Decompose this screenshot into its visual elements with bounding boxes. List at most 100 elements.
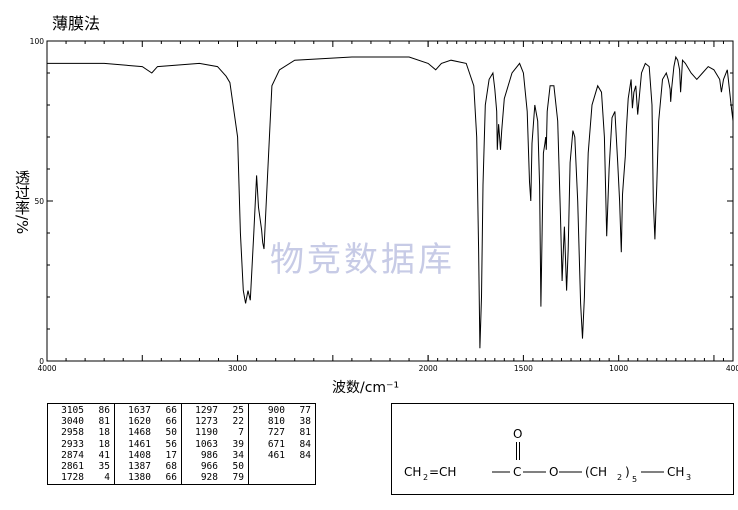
peak-wavenumber: 928	[200, 472, 218, 484]
peak-transmittance: 38	[299, 416, 311, 428]
y-axis-label: 透过率/%	[13, 170, 31, 235]
peak-transmittance: 81	[98, 416, 110, 428]
peak-entry: 986 34	[188, 450, 244, 461]
peak-wavenumber: 1637	[128, 405, 151, 416]
chain-close: )	[625, 465, 630, 479]
peak-entry: 1728 4	[54, 472, 110, 483]
peak-wavenumber: 3105	[61, 405, 84, 416]
methyl-group: CH	[667, 465, 684, 479]
peak-entry: 2933 18	[54, 439, 110, 450]
peak-wavenumber: 2933	[61, 438, 84, 450]
repeat-count: 5	[632, 475, 637, 484]
peak-table: 3105 86 3040 81 2958 18 2933 18 2874 41 2861 35 1728…	[47, 402, 316, 486]
peak-transmittance: 41	[98, 449, 110, 461]
peak-column: 900 77 810 38 727 81 671 84 461 84	[248, 402, 316, 486]
peak-entry: 1273 22	[188, 416, 244, 427]
x-tick-label: 1500	[514, 364, 533, 373]
peak-entry: 1387 68	[121, 461, 177, 472]
peak-transmittance: 25	[232, 405, 244, 416]
peak-wavenumber: 1620	[128, 416, 151, 428]
peak-transmittance: 81	[299, 427, 311, 439]
peak-wavenumber: 1380	[128, 472, 151, 484]
peak-transmittance: 66	[165, 405, 177, 416]
peak-transmittance: 18	[98, 438, 110, 450]
carbonyl-carbon: C	[513, 465, 521, 479]
peak-entry: 461 84	[255, 450, 311, 461]
y-tick-label: 100	[30, 37, 45, 46]
peak-transmittance: 39	[232, 438, 244, 450]
ch2-subscript: 2	[423, 473, 428, 482]
peak-entry: 2861 35	[54, 461, 110, 472]
peak-transmittance: 86	[98, 405, 110, 416]
watermark: 物竞数据库	[270, 240, 455, 280]
y-tick-label: 0	[39, 357, 44, 366]
peak-entry: 3105 86	[54, 405, 110, 416]
peak-wavenumber: 900	[267, 405, 285, 416]
peak-transmittance: 50	[165, 427, 177, 439]
peak-wavenumber: 2861	[61, 460, 84, 472]
peak-entry: 966 50	[188, 461, 244, 472]
peak-transmittance: 66	[165, 472, 177, 484]
x-tick-label: 400	[726, 364, 738, 373]
peak-wavenumber: 2874	[61, 449, 84, 461]
chain-group: (CH	[585, 465, 607, 479]
peak-entry: 1468 50	[121, 427, 177, 438]
peak-transmittance: 7	[238, 427, 244, 439]
peak-transmittance: 35	[98, 460, 110, 472]
peak-wavenumber: 671	[267, 438, 285, 450]
vinyl-ch: =CH	[429, 465, 456, 479]
peak-entry: 1408 17	[121, 450, 177, 461]
peak-entry: 928 79	[188, 472, 244, 483]
peak-entry: 3040 81	[54, 416, 110, 427]
chain-subscript: 2	[617, 473, 622, 482]
structure-box: O CH 2 =CH C O (CH 2 ) 5 CH 3	[391, 403, 734, 495]
peak-entry: 900 77	[255, 405, 311, 416]
peak-wavenumber: 3040	[61, 416, 84, 428]
peak-entry: 1063 39	[188, 439, 244, 450]
peak-wavenumber: 1297	[195, 405, 218, 416]
peak-wavenumber: 810	[267, 416, 285, 428]
peak-entry: 2958 18	[54, 427, 110, 438]
peak-wavenumber: 727	[267, 427, 285, 439]
peak-wavenumber: 1468	[128, 427, 151, 439]
peak-transmittance: 34	[232, 449, 244, 461]
peak-wavenumber: 1461	[128, 438, 151, 450]
peak-transmittance: 79	[232, 472, 244, 484]
x-tick-label: 2000	[419, 364, 438, 373]
peak-entry: 2874 41	[54, 450, 110, 461]
peak-wavenumber: 1387	[128, 460, 151, 472]
spectrum-line	[47, 55, 734, 349]
peak-transmittance: 56	[165, 438, 177, 450]
chart-title: 薄膜法	[52, 14, 101, 33]
methyl-subscript: 3	[686, 473, 691, 482]
peak-transmittance: 22	[232, 416, 244, 428]
peak-transmittance: 4	[104, 472, 110, 484]
x-tick-label: 1000	[609, 364, 628, 373]
peak-transmittance: 84	[299, 449, 311, 461]
structure-formula: O CH 2 =CH C O (CH 2 ) 5 CH 3	[404, 427, 691, 484]
carbonyl-oxygen: O	[513, 427, 522, 441]
peak-column: 1297 25 1273 22 1190 7 1063 39 986 34 966 50 928 79	[181, 402, 249, 486]
peak-entry: 1297 25	[188, 405, 244, 416]
peak-column: 3105 86 3040 81 2958 18 2933 18 2874 41 2861 35 1728…	[47, 402, 115, 486]
x-tick-label: 3000	[228, 364, 247, 373]
y-tick-label: 50	[34, 197, 44, 206]
peak-transmittance: 17	[165, 449, 177, 461]
peak-wavenumber: 461	[267, 449, 285, 461]
ch2-group: CH	[404, 465, 421, 479]
peak-entry: 810 38	[255, 416, 311, 427]
peak-wavenumber: 2958	[61, 427, 84, 439]
peak-transmittance: 50	[232, 460, 244, 472]
x-axis-label: 波数/cm⁻¹	[332, 380, 400, 396]
x-tick-label: 4000	[37, 364, 56, 373]
peak-entry: 1637 66	[121, 405, 177, 416]
peak-entry: 727 81	[255, 427, 311, 438]
peak-entry: 1380 66	[121, 472, 177, 483]
peak-wavenumber: 1190	[195, 427, 218, 439]
peak-wavenumber: 1728	[61, 472, 84, 484]
peak-entry: 1461 56	[121, 439, 177, 450]
peak-wavenumber: 1408	[128, 449, 151, 461]
peak-transmittance: 84	[299, 438, 311, 450]
peak-entry: 1190 7	[188, 427, 244, 438]
